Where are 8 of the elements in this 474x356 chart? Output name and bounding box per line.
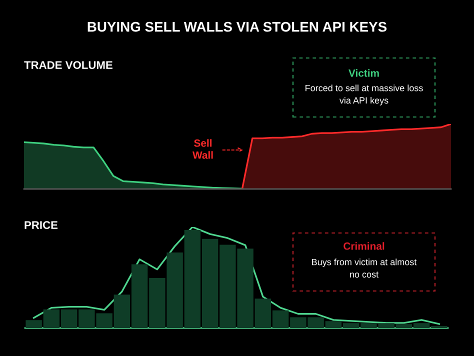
annotation: Buys from victim at almost no cost	[312, 258, 417, 278]
text: Forced to sell at massive loss via API keys	[306, 84, 423, 106]
chart-title: BUYING SELL WALLS VIA STOLEN API KEYS	[88, 22, 387, 32]
annotation: Criminal	[344, 242, 384, 250]
chart-title: PRICE	[24, 221, 58, 229]
text: Victim	[348, 69, 379, 77]
annotation: Sell Wall	[192, 139, 213, 159]
chart-subtitle: TRADE VOLUME	[24, 61, 112, 69]
